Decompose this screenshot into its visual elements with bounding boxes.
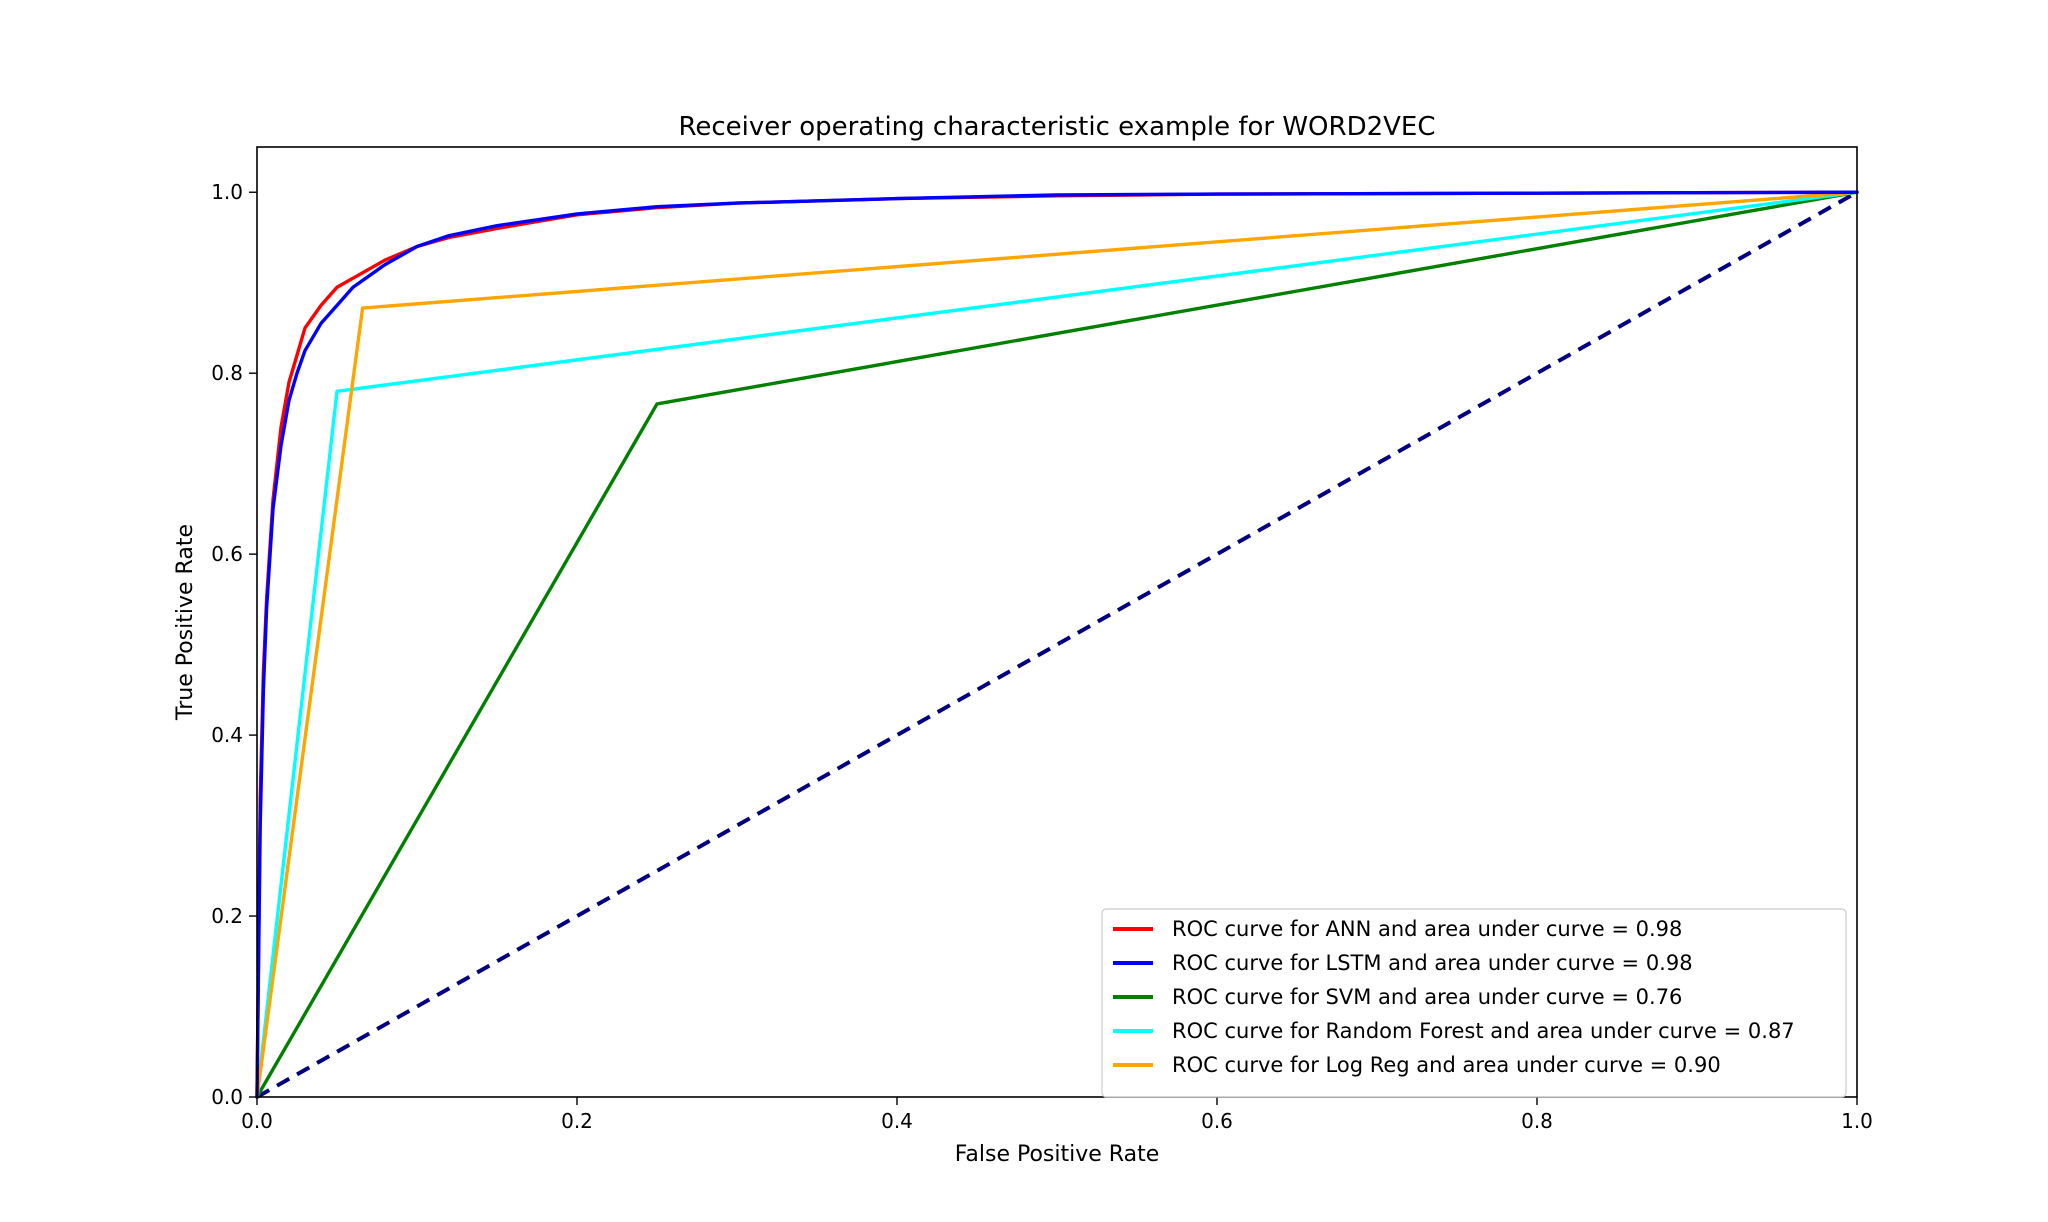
legend: ROC curve for ANN and area under curve =… xyxy=(1101,908,1847,1098)
x-tick-label: 0.0 xyxy=(241,1109,273,1133)
x-tick-label: 0.6 xyxy=(1201,1109,1233,1133)
y-tick-label: 0.4 xyxy=(211,723,243,747)
y-axis-title: True Positive Rate xyxy=(173,524,198,721)
x-tick-label: 0.4 xyxy=(881,1109,913,1133)
x-tick-label: 1.0 xyxy=(1841,1109,1873,1133)
series-line-3 xyxy=(255,190,1859,1099)
y-tick-label: 0.6 xyxy=(211,542,243,566)
y-tick-label: 0.2 xyxy=(211,904,243,928)
legend-box xyxy=(1101,908,1847,1098)
series-line-4 xyxy=(255,190,1859,1099)
legend-label: ROC curve for Random Forest and area und… xyxy=(1172,1019,1795,1043)
y-tick-label: 1.0 xyxy=(211,180,243,204)
reference-diagonal-line xyxy=(256,190,1858,1099)
y-tick-label: 0.8 xyxy=(211,361,243,385)
legend-label: ROC curve for SVM and area under curve =… xyxy=(1172,985,1682,1009)
chart-title: Receiver operating characteristic exampl… xyxy=(678,112,1435,142)
legend-label: ROC curve for ANN and area under curve =… xyxy=(1172,917,1682,941)
x-tick-label: 0.8 xyxy=(1521,1109,1553,1133)
x-tick-label: 0.2 xyxy=(561,1109,593,1133)
y-tick-label: 0.0 xyxy=(211,1085,243,1109)
axes: 0.0 0.2 0.4 0.6 0.8 1.0 0.0 0.2 0.4 0.6 0.8 1.0 xyxy=(211,180,1873,1133)
series-line-5 xyxy=(255,190,1859,1099)
legend-label: ROC curve for Log Reg and area under cur… xyxy=(1172,1053,1721,1077)
series-line-2 xyxy=(255,190,1859,1099)
x-axis-title: False Positive Rate xyxy=(955,1142,1159,1167)
plot-area xyxy=(255,190,1859,1099)
legend-label: ROC curve for LSTM and area under curve … xyxy=(1172,951,1693,975)
plot-frame xyxy=(256,146,1858,1098)
